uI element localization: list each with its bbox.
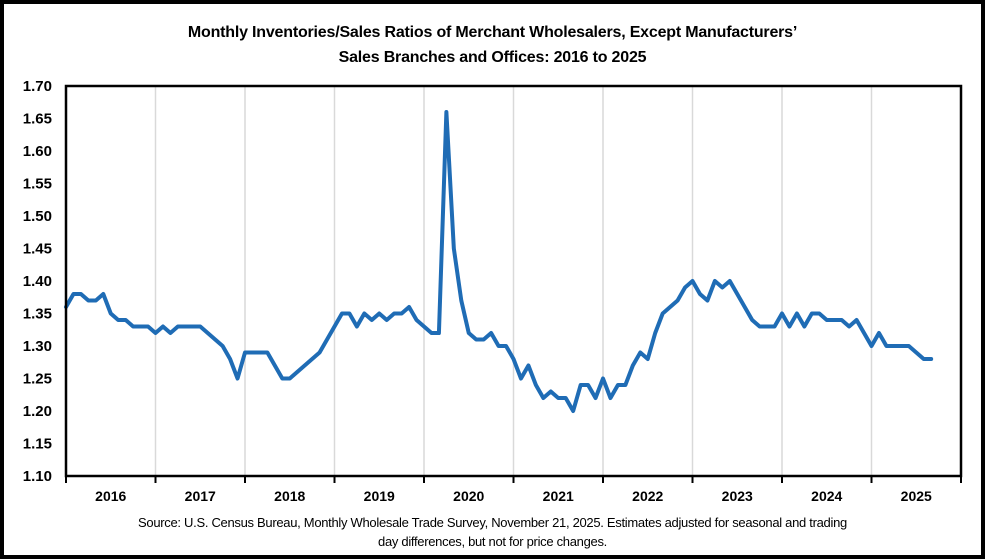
y-axis-labels: 1.70 1.65 1.60 1.55 1.50 1.45 1.40 1.35 1.30 1.25… (23, 78, 52, 485)
svg-text:2022: 2022 (632, 488, 663, 504)
svg-text:2019: 2019 (364, 488, 395, 504)
source-note: Source: U.S. Census Bureau, Monthly Whol… (4, 513, 981, 551)
line-chart: 1.70 1.65 1.60 1.55 1.50 1.45 1.40 1.35 1.30 1.25… (23, 78, 963, 504)
svg-text:1.35: 1.35 (23, 306, 52, 323)
svg-text:1.45: 1.45 (23, 241, 52, 258)
svg-text:1.20: 1.20 (23, 403, 52, 420)
svg-text:1.65: 1.65 (23, 111, 52, 128)
x-axis-labels: 2016 2017 2018 2019 2020 2021 2022 2023 2024 2025 (95, 488, 932, 504)
svg-text:1.10: 1.10 (23, 468, 52, 485)
data-line (64, 110, 934, 413)
svg-text:2017: 2017 (185, 488, 216, 504)
svg-text:1.70: 1.70 (23, 78, 52, 95)
svg-text:2023: 2023 (722, 488, 753, 504)
svg-text:2024: 2024 (811, 488, 842, 504)
svg-text:2016: 2016 (95, 488, 126, 504)
svg-text:1.25: 1.25 (23, 371, 52, 388)
svg-text:2025: 2025 (901, 488, 932, 504)
source-note-line1: Source: U.S. Census Bureau, Monthly Whol… (138, 515, 847, 530)
svg-text:1.55: 1.55 (23, 176, 52, 193)
svg-text:2018: 2018 (274, 488, 305, 504)
svg-text:1.30: 1.30 (23, 338, 52, 355)
source-note-line2: day differences, but not for price chang… (378, 534, 607, 549)
svg-text:1.15: 1.15 (23, 436, 52, 453)
chart-title: Monthly Inventories/Sales Ratios of Merc… (4, 20, 981, 70)
svg-text:1.40: 1.40 (23, 273, 52, 290)
svg-text:1.60: 1.60 (23, 143, 52, 160)
year-gridlines (154, 86, 873, 476)
svg-text:2021: 2021 (543, 488, 574, 504)
chart-title-line2: Sales Branches and Offices: 2016 to 2025 (338, 49, 647, 66)
svg-text:2020: 2020 (453, 488, 484, 504)
plot-border (64, 84, 963, 478)
chart-title-line1: Monthly Inventories/Sales Ratios of Merc… (187, 24, 798, 41)
svg-text:1.50: 1.50 (23, 208, 52, 225)
